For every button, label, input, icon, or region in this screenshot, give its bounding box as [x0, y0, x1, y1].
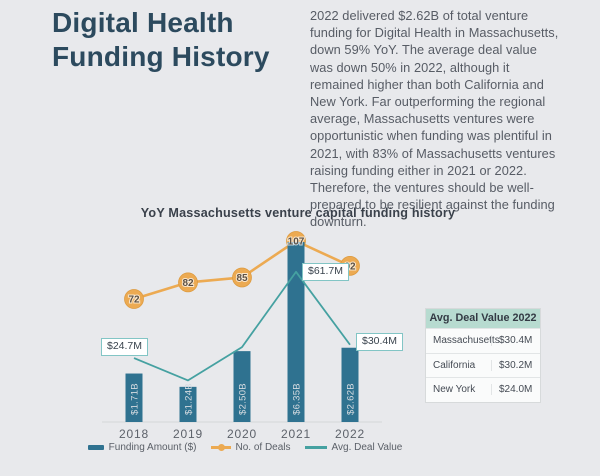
bar-value-label-2021: $6.35B — [292, 383, 303, 415]
funding-bar-2019 — [179, 386, 197, 422]
funding-bar-2022 — [341, 347, 359, 422]
deals-marker-2019 — [178, 272, 198, 293]
deals-dot-icon — [217, 444, 225, 451]
deals-value-label-2020: 85 — [236, 273, 248, 284]
deals-value-label-2019: 82 — [182, 278, 194, 289]
deals-value-label-2018: 72 — [128, 295, 140, 306]
page-title-line-1: Digital Health — [52, 7, 234, 38]
deals-marker-2020 — [232, 267, 252, 288]
year-label-2022: 2022 — [335, 427, 365, 441]
funding-bar-2018 — [125, 373, 143, 422]
table-header: Avg. Deal Value 2022 — [426, 309, 540, 328]
avg-deal-callout-2022: $30.4M — [356, 333, 404, 351]
chart-legend: Funding Amount ($) No. of Deals Avg. Dea… — [58, 442, 432, 453]
year-label-2021: 2021 — [281, 427, 311, 441]
legend-label-avg-deal-value: Avg. Deal Value — [331, 442, 403, 453]
legend-item-funding-amount: Funding Amount ($) — [87, 442, 197, 453]
table-row-massachusetts: Massachusetts $30.4M — [426, 328, 540, 353]
funding-bar-2020 — [233, 351, 251, 422]
funding-amount-swatch-icon — [87, 445, 104, 450]
table-row-new-york: New York $24.0M — [426, 377, 540, 402]
funding-bar-2021 — [287, 242, 305, 422]
deals-value-label-2021: 107 — [288, 237, 305, 248]
avg-deal-value-line — [133, 270, 351, 382]
intro-paragraph: 2022 delivered $2.62B of total venture f… — [310, 8, 559, 230]
avg-deal-callout-2021: $61.7M — [302, 263, 350, 281]
bar-value-label-2019: $1.24B — [184, 383, 195, 415]
year-label-2019: 2019 — [173, 427, 203, 441]
bar-value-label-2018: $1.71B — [130, 383, 141, 415]
page-title: Digital Health Funding History — [52, 6, 302, 74]
legend-label-funding-amount: Funding Amount ($) — [108, 442, 197, 453]
region-cell: New York — [433, 384, 476, 396]
legend-label-no-of-deals: No. of Deals — [235, 442, 291, 453]
avg-line-swatch-icon — [304, 446, 327, 449]
bar-value-label-2020: $2.50B — [238, 383, 249, 415]
page-title-line-2: Funding History — [52, 41, 270, 72]
year-label-2020: 2020 — [227, 427, 257, 441]
deals-marker-2018 — [124, 289, 144, 309]
legend-item-no-of-deals: No. of Deals — [210, 442, 291, 453]
avg-deal-value-table: Avg. Deal Value 2022 Massachusetts $30.4… — [425, 308, 541, 403]
region-cell: Massachusetts — [433, 335, 500, 347]
value-cell: $30.2M — [491, 359, 540, 371]
table-row-california: California $30.2M — [426, 352, 540, 378]
chart-title: YoY Massachusetts venture capital fundin… — [140, 206, 456, 220]
value-cell: $24.0M — [491, 384, 540, 396]
deals-line-swatch-icon — [210, 444, 231, 451]
avg-deal-callout-2018: $24.7M — [101, 338, 149, 356]
value-cell: $30.4M — [491, 335, 540, 347]
bar-value-label-2022: $2.62B — [346, 383, 357, 415]
region-cell: California — [433, 359, 476, 371]
legend-item-avg-deal-value: Avg. Deal Value — [304, 442, 403, 453]
year-label-2018: 2018 — [119, 427, 149, 441]
